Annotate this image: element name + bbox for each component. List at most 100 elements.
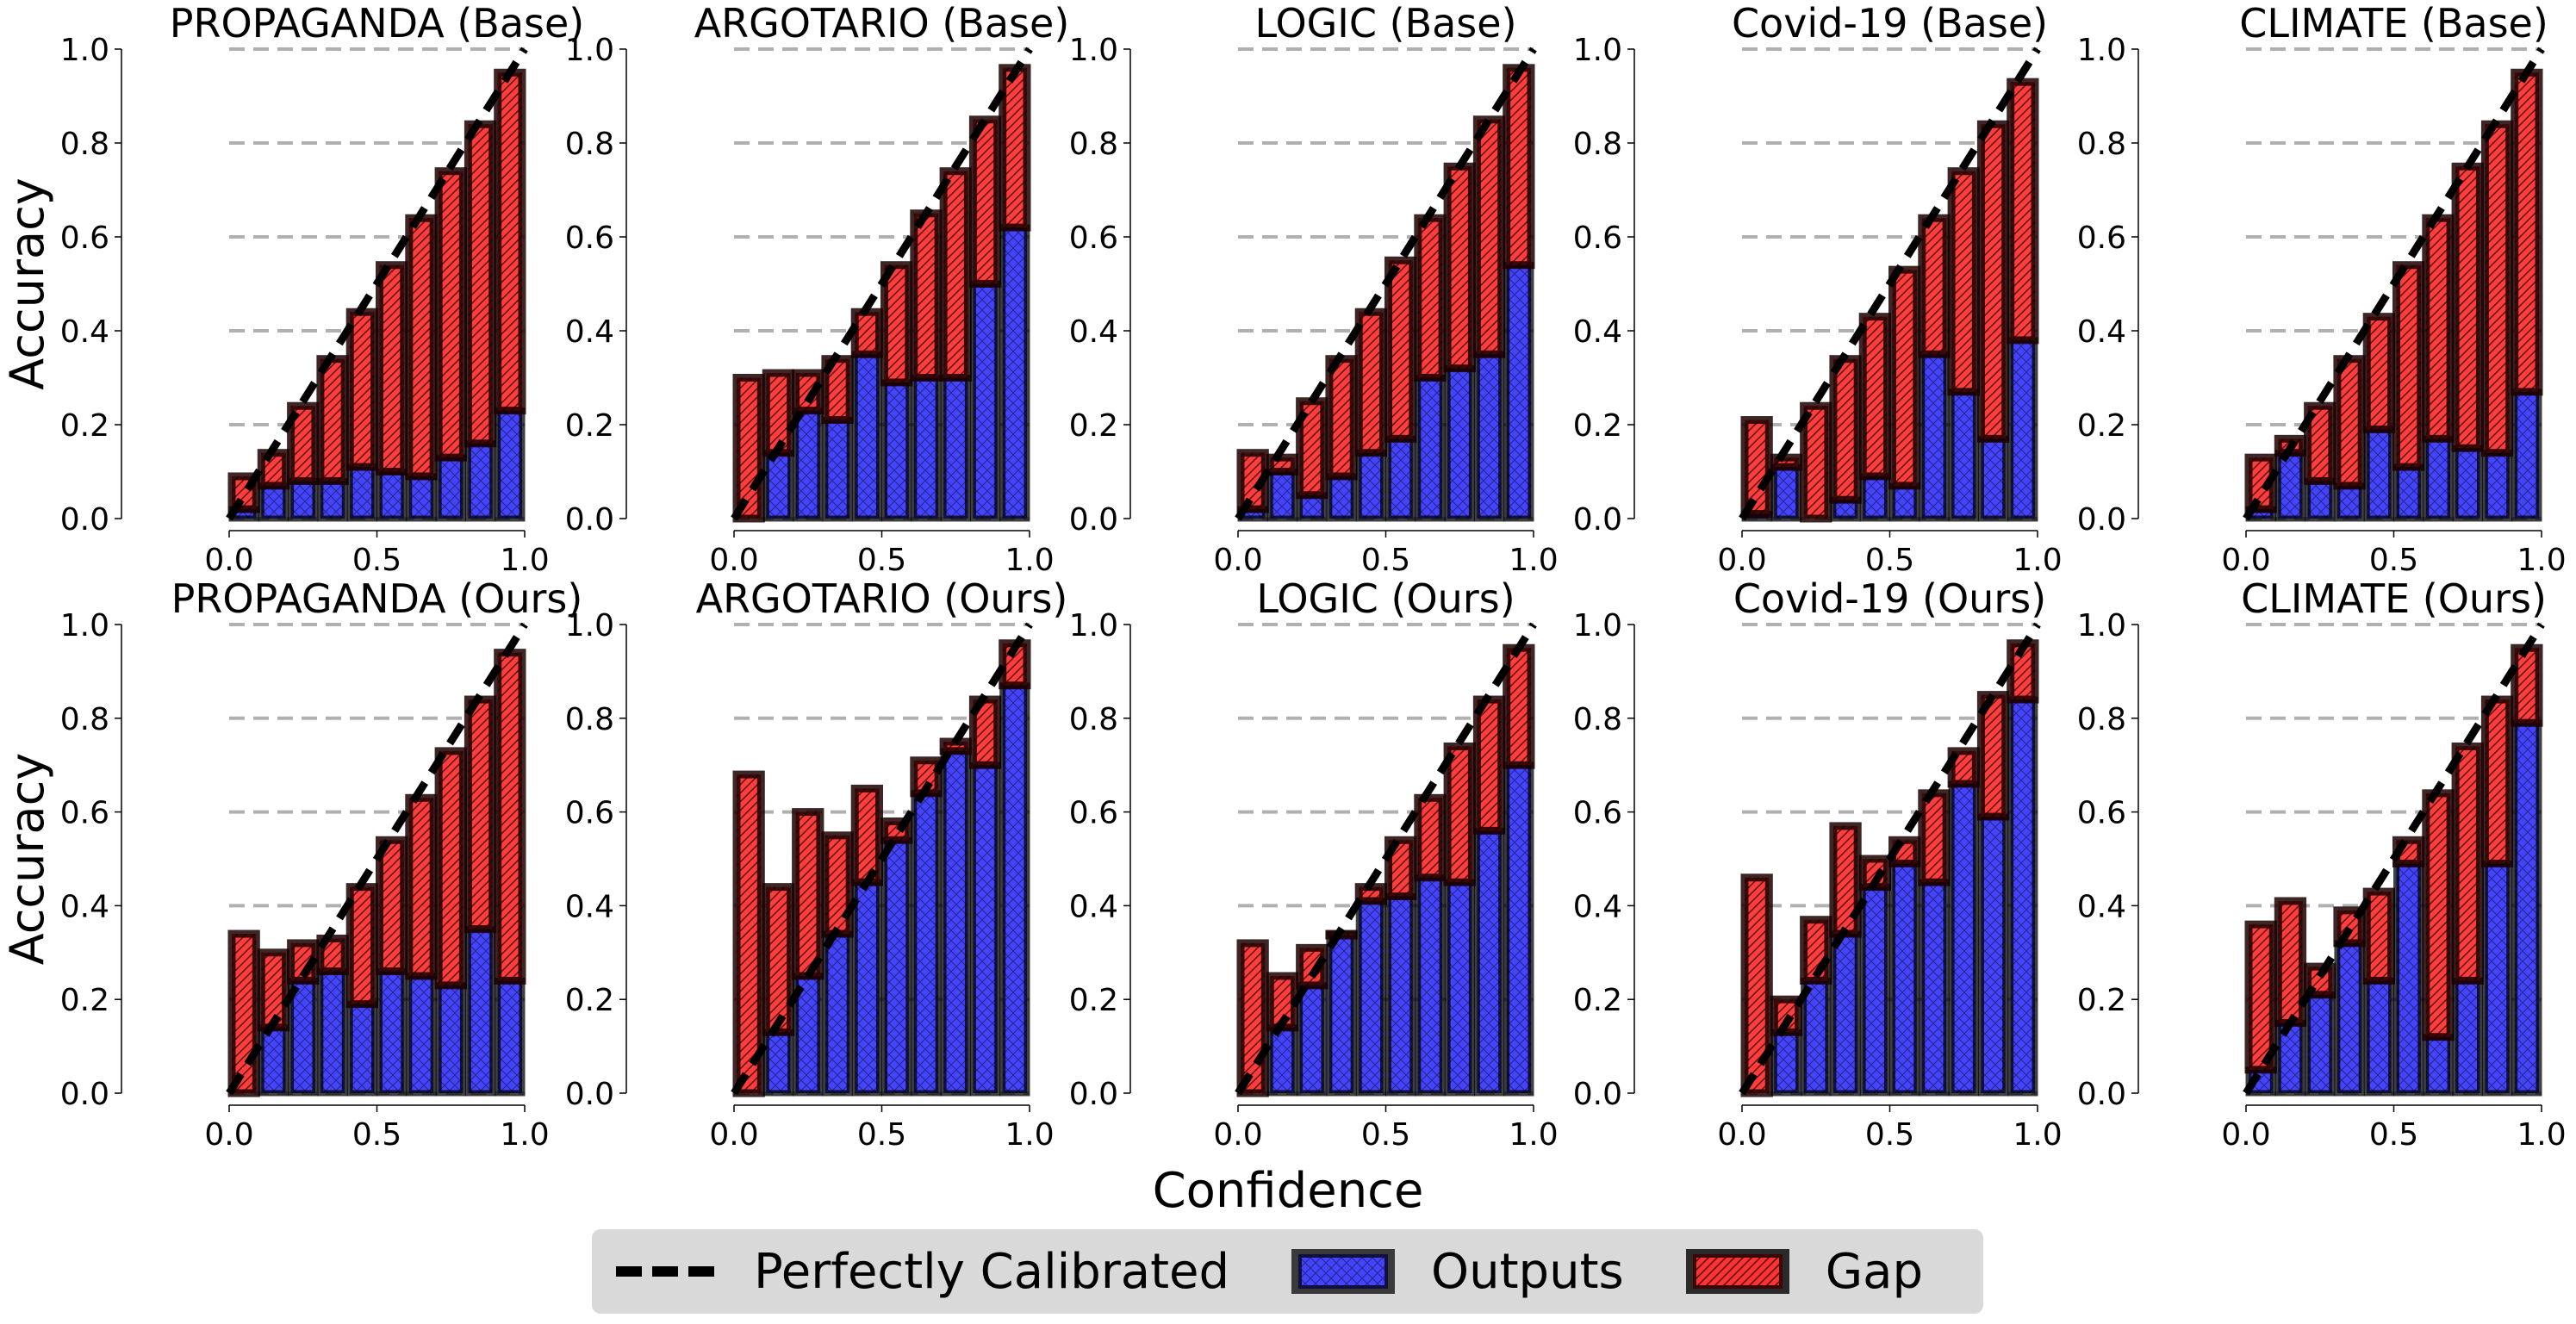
outputs-bar	[2334, 482, 2365, 522]
outputs-bar	[1326, 930, 1357, 1097]
gap-bar	[762, 883, 795, 1036]
outputs-bar	[762, 450, 794, 522]
panel-title: CLIMATE (Ours)	[2241, 575, 2547, 622]
outputs-bar	[822, 930, 853, 1097]
outputs-bar	[1948, 780, 1979, 1097]
gap-bar	[732, 374, 765, 523]
y-tick-label: 0.2	[2077, 983, 2126, 1018]
gap-bar	[434, 167, 467, 462]
y-tick-label: 0.4	[1573, 314, 1622, 350]
gap-bar	[1472, 115, 1506, 358]
gap-bar	[464, 695, 497, 934]
y-tick-label: 0.8	[1573, 127, 1622, 162]
outputs-bar	[1889, 482, 1920, 522]
y-tick-label: 0.8	[1573, 702, 1622, 737]
y-tick-label: 0.8	[565, 127, 614, 162]
outputs-bar	[999, 682, 1030, 1097]
gap-bar	[2480, 695, 2514, 867]
panel-10: CLIMATE (Ours) 0.0 0.2 0.4 0.6 0.8 1.0 0.0 0.5 1.…	[2077, 575, 2567, 1153]
outputs-bar	[1444, 879, 1475, 1097]
gap-bar	[2244, 920, 2277, 1074]
outputs-bar	[2452, 444, 2483, 522]
x-tick-label: 1.0	[1005, 543, 1054, 578]
gap-bar	[939, 167, 972, 382]
gap-bar	[345, 308, 379, 471]
outputs-bar	[2305, 991, 2336, 1097]
perfect-calibration-line	[226, 622, 528, 1096]
gap-bar	[2422, 789, 2455, 1041]
y-tick-label: 0.6	[60, 221, 109, 256]
gap-bar	[1414, 793, 1447, 882]
y-tick-label: 0.8	[60, 127, 109, 162]
gap-bar	[880, 261, 913, 387]
outputs-bar	[288, 477, 319, 522]
gap-bar	[2362, 313, 2395, 433]
y-axis-label: Accuracy	[0, 177, 54, 390]
panel-3: LOGIC (Base) 0.0 0.2 0.4 0.6 0.8 1.0 0.0 0.5 1.0	[1069, 0, 1559, 578]
y-tick-label: 0.2	[565, 408, 614, 444]
perfect-calibration-line	[1235, 47, 1537, 521]
y-tick-label: 1.0	[1573, 33, 1622, 68]
gap-bar	[1976, 120, 2010, 443]
x-tick-label: 1.0	[2013, 543, 2062, 578]
outputs-bar	[2363, 977, 2394, 1097]
gap-bar	[732, 770, 765, 1097]
y-tick-label: 0.6	[1069, 221, 1118, 256]
outputs-bar	[1503, 761, 1534, 1097]
outputs-bar	[940, 748, 971, 1097]
x-tick-label: 0.5	[1865, 543, 1914, 578]
panel-title: PROPAGANDA (Base)	[170, 0, 585, 47]
outputs-bar	[2363, 426, 2394, 522]
gap-bar	[1947, 167, 1980, 396]
gap-bar	[1236, 939, 1269, 1097]
gap-bar	[2333, 906, 2366, 948]
outputs-bar	[2423, 435, 2454, 522]
gap-bar	[316, 934, 349, 976]
gap-bar	[2007, 78, 2039, 345]
outputs-bar	[969, 761, 1001, 1097]
outputs-bar	[1415, 874, 1446, 1097]
perfect-calibration-line	[1235, 622, 1537, 1096]
y-tick-label: 0.4	[2077, 889, 2126, 924]
y-tick-label: 0.4	[1069, 314, 1118, 350]
outputs-bar	[1889, 860, 1920, 1097]
gap-bar	[257, 948, 290, 1032]
gap-bar	[1414, 214, 1447, 382]
panel-2: ARGOTARIO (Base) 0.0 0.2 0.4 0.6 0.8 1.0 0.0 0.5…	[565, 0, 1070, 578]
outputs-bar	[1948, 388, 1979, 522]
outputs-bar	[2511, 719, 2542, 1097]
outputs-bar	[1859, 473, 1890, 522]
y-tick-label: 0.4	[1573, 889, 1622, 924]
gap-bar	[1384, 836, 1417, 901]
gap-bar	[1384, 256, 1417, 443]
gap-bar	[1443, 162, 1476, 373]
y-tick-label: 1.0	[2077, 608, 2126, 643]
y-tick-label: 1.0	[60, 608, 109, 643]
outputs-bar	[406, 473, 437, 522]
y-tick-label: 0.4	[1069, 889, 1118, 924]
legend-item-outputs: Outputs	[1290, 1244, 1624, 1300]
x-tick-label: 1.0	[1005, 1117, 1054, 1153]
y-tick-label: 0.0	[60, 1077, 109, 1112]
x-tick-label: 0.0	[1213, 543, 1262, 578]
outputs-bar	[822, 417, 853, 522]
panel-title: PROPAGANDA (Ours)	[171, 575, 583, 622]
outputs-bar	[940, 375, 971, 522]
panel-title: CLIMATE (Base)	[2239, 0, 2548, 47]
x-tick-label: 0.0	[709, 1117, 758, 1153]
y-tick-label: 1.0	[1069, 33, 1118, 68]
y-tick-label: 0.4	[60, 314, 109, 350]
y-tick-label: 1.0	[2077, 33, 2126, 68]
gap-bar	[434, 747, 467, 990]
y-tick-label: 0.4	[60, 889, 109, 924]
x-tick-label: 0.0	[709, 543, 758, 578]
outputs-bar	[435, 982, 466, 1097]
outputs-bar	[1385, 893, 1416, 1097]
gap-swatch-icon	[1685, 1249, 1789, 1294]
gap-bar	[1770, 453, 1803, 471]
outputs-bar	[495, 977, 526, 1097]
legend-label: Outputs	[1431, 1243, 1624, 1300]
gap-bar	[376, 836, 408, 976]
perfect-calibration-line	[2243, 622, 2545, 1096]
